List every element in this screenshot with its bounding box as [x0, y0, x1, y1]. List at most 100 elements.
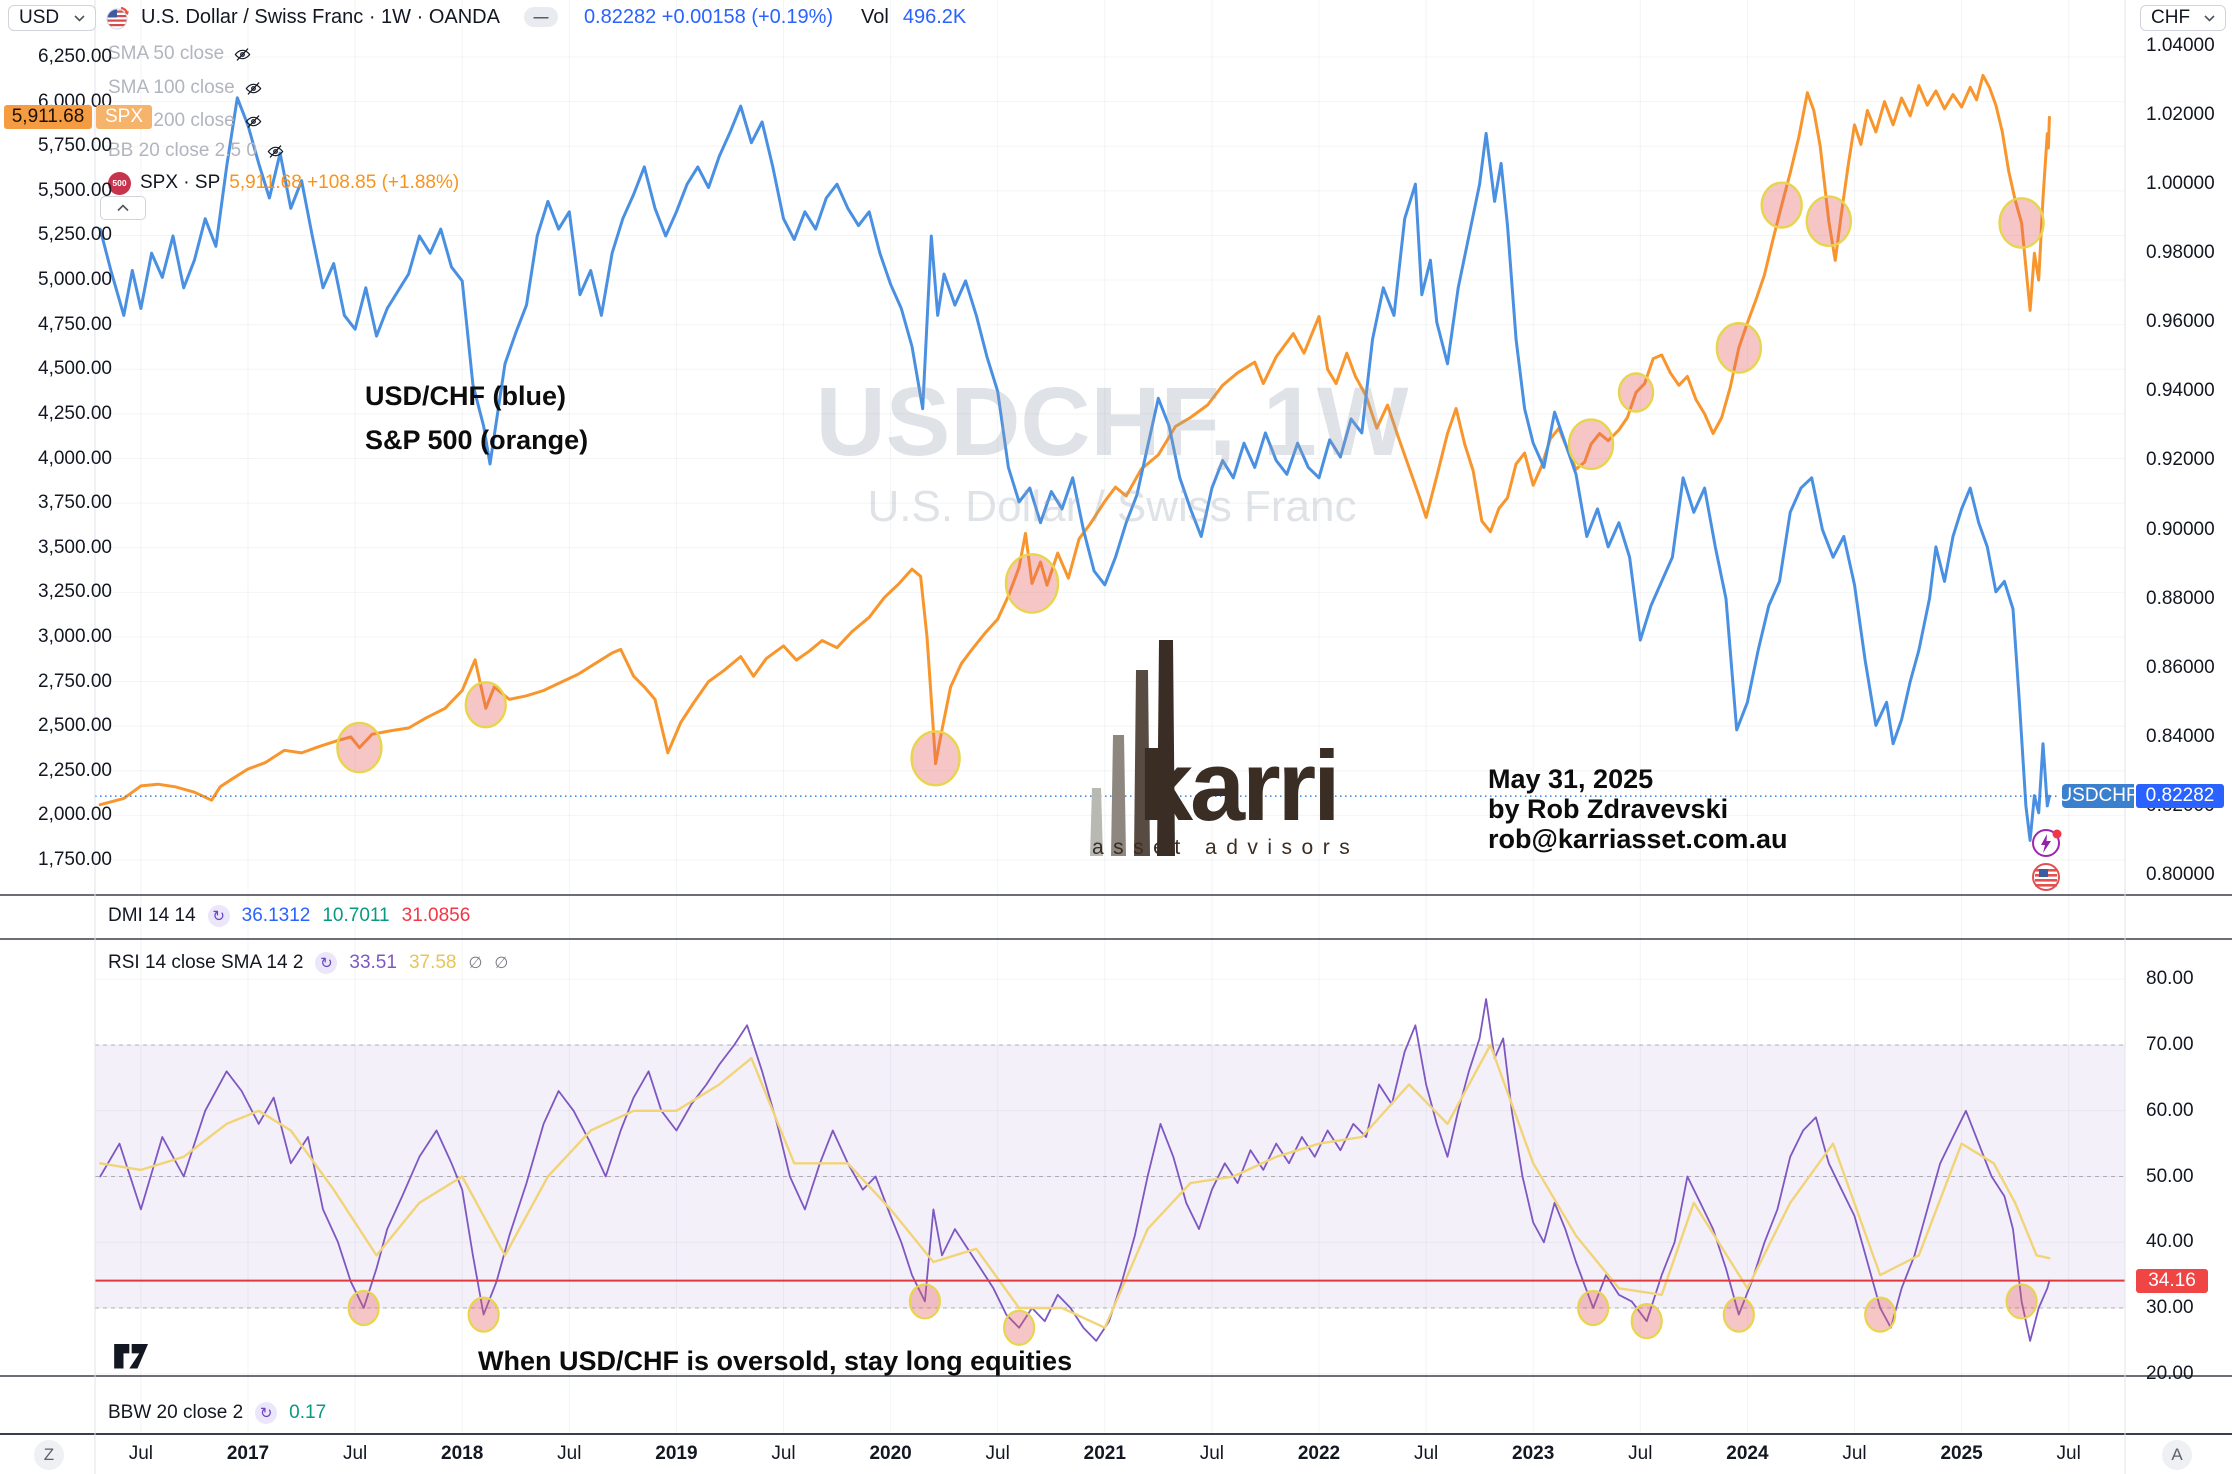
axis-tick-label: 50.00 — [2146, 1165, 2194, 1187]
usdchf-symbol-tag: USDCHF — [2058, 784, 2138, 809]
usdchf-pair-flag-icon — [2032, 863, 2060, 891]
usdchf-price-tag: 0.82282 — [2136, 784, 2224, 809]
volume-label: Vol — [861, 5, 889, 28]
axis-tick-label: Jul — [985, 1443, 1010, 1464]
right-currency-label: CHF — [2151, 7, 2191, 28]
legend-row-bb[interactable]: BB 20 close 2.5 0 — [108, 139, 285, 163]
axis-tick-label: 80.00 — [2146, 968, 2194, 990]
axis-tick-label: Jul — [1628, 1443, 1653, 1464]
sync-icon[interactable]: ↻ — [255, 1402, 278, 1424]
eye-off-icon[interactable] — [266, 142, 285, 161]
spx-symbol-tag: SPX — [96, 105, 152, 130]
annotation-email: rob@karriasset.com.au — [1488, 824, 1788, 854]
axis-tick-label: 3,750.00 — [38, 492, 112, 514]
dmi-indicator-row[interactable]: DMI 14 14 ↻ 36.1312 10.7011 31.0856 — [108, 904, 470, 928]
indicator-label: BB 20 close 2.5 0 — [108, 140, 257, 161]
eye-off-icon[interactable] — [233, 45, 252, 64]
spx-symbol-label: SPX · SP — [140, 172, 221, 193]
eye-off-icon[interactable] — [244, 79, 263, 98]
bbw-indicator-row[interactable]: BBW 20 close 2 ↻ 0.17 — [108, 1401, 326, 1425]
axis-tick-label: 2023 — [1512, 1443, 1555, 1464]
axis-tick-label: 6,250.00 — [38, 46, 112, 67]
annotation-usdchf: USD/CHF (blue) — [365, 381, 566, 411]
axis-tick-label: 3,000.00 — [38, 625, 112, 647]
us-flag-icon — [106, 6, 129, 29]
axis-tick-label: Jul — [2056, 1443, 2081, 1464]
axis-tick-label: 4,000.00 — [38, 447, 112, 469]
karri-brand-tagline: asset advisors — [1092, 836, 1360, 859]
axis-tick-label: 5,750.00 — [38, 135, 112, 157]
axis-tick-label: 20.00 — [2146, 1362, 2194, 1384]
rsi-indicator-row[interactable]: RSI 14 close SMA 14 2 ↻ 33.51 37.58 ∅ ∅ — [108, 951, 508, 975]
legend-row-sma100[interactable]: SMA 100 close — [108, 76, 263, 100]
chevron-down-icon — [74, 14, 85, 22]
annotation-byline: May 31, 2025 by Rob Zdravevski rob@karri… — [1488, 764, 1787, 854]
axis-tick-label: 2022 — [1297, 1443, 1341, 1464]
bbw-value: 0.17 — [289, 1402, 327, 1423]
axis-tick-label: 2,500.00 — [38, 715, 112, 737]
axis-tick-label: 2024 — [1726, 1443, 1769, 1464]
watermark-symbol-name: U.S. Dollar / Swiss Franc — [867, 482, 1357, 531]
axis-tick-label: 30.00 — [2146, 1297, 2194, 1318]
axis-tick-label: 2021 — [1083, 1443, 1126, 1464]
axis-tick-label: 1.04000 — [2146, 34, 2215, 56]
axis-tick-label: 0.94000 — [2146, 380, 2215, 402]
rsi-sma-value: 37.58 — [408, 952, 457, 973]
left-currency-label: USD — [19, 7, 60, 28]
sync-icon[interactable]: ↻ — [315, 952, 338, 974]
left-currency-select[interactable]: USD — [8, 5, 96, 31]
axis-tick-label: 70.00 — [2146, 1034, 2194, 1055]
spx-values: 5,911.68 +108.85 (+1.88%) — [229, 172, 460, 193]
axis-tick-label: 0.96000 — [2146, 311, 2215, 333]
right-currency-select[interactable]: CHF — [2140, 5, 2226, 31]
axis-tick-label: 0.80000 — [2146, 864, 2215, 885]
legend-collapse-button[interactable] — [100, 196, 146, 220]
axis-tick-label: 2,750.00 — [38, 670, 112, 692]
indicator-label: SMA 50 close — [108, 43, 225, 64]
axis-tick-label: 3,250.00 — [38, 581, 112, 603]
axis-tick-label: 0.84000 — [2146, 725, 2215, 747]
volume-value: 496.2K — [902, 5, 967, 28]
axis-tick-label: 0.98000 — [2146, 242, 2215, 264]
karri-logo: karri asset advisors — [1090, 640, 1390, 860]
axis-tick-label: Jul — [771, 1443, 796, 1464]
watermark-symbol: USDCHF, 1W — [815, 367, 1409, 476]
axis-tick-label: 40.00 — [2146, 1231, 2194, 1253]
eye-off-icon[interactable] — [244, 112, 263, 131]
auto-scale-button[interactable]: A — [2162, 1440, 2192, 1470]
axis-tick-label: 5,250.00 — [38, 224, 112, 246]
axis-tick-label: 3,500.00 — [38, 536, 112, 558]
bbw-label: BBW 20 close 2 — [108, 1402, 244, 1423]
tradingview-logo[interactable] — [113, 1342, 155, 1374]
axis-tick-label: 5,500.00 — [38, 179, 112, 201]
lightning-icon — [2041, 834, 2051, 853]
legend-row-sma50[interactable]: SMA 50 close — [108, 42, 252, 66]
sync-icon[interactable]: ↻ — [207, 905, 230, 927]
axis-tick-label: 0.86000 — [2146, 656, 2215, 678]
axis-tick-label: 2018 — [441, 1443, 484, 1464]
empty-set-icon[interactable]: ∅ — [468, 955, 483, 972]
symbol-title[interactable]: U.S. Dollar / Swiss Franc · 1W · OANDA — [141, 5, 500, 28]
annotation-sp500: S&P 500 (orange) — [365, 425, 589, 455]
minimize-legend-button[interactable]: — — [523, 7, 558, 27]
axis-tick-label: 4,750.00 — [38, 313, 112, 335]
chevron-up-icon — [117, 204, 129, 212]
empty-set-icon[interactable]: ∅ — [494, 955, 509, 972]
indicator-label: SMA 100 close — [108, 77, 235, 98]
dmi-value-adx: 31.0856 — [401, 905, 471, 926]
axis-tick-label: 0.92000 — [2146, 449, 2215, 471]
axis-tick-label: 1.00000 — [2146, 173, 2215, 195]
annotation-date: May 31, 2025 — [1488, 764, 1654, 794]
axis-tick-label: 0.90000 — [2146, 518, 2215, 540]
symbol-quote: 0.82282 +0.00158 (+0.19%) — [583, 5, 834, 28]
timezone-button[interactable]: Z — [34, 1440, 64, 1470]
legend-row-spx[interactable]: 500 SPX · SP 5,911.68 +108.85 (+1.88%) — [108, 171, 459, 195]
dmi-label: DMI 14 14 — [108, 905, 196, 926]
alert-dot-icon — [2052, 829, 2062, 839]
axis-tick-label: 2019 — [655, 1443, 698, 1464]
axis-tick-label: 4,250.00 — [38, 402, 112, 424]
sp500-badge-icon: 500 — [108, 171, 131, 195]
spx-price-tag: 5,911.68 — [4, 105, 92, 130]
